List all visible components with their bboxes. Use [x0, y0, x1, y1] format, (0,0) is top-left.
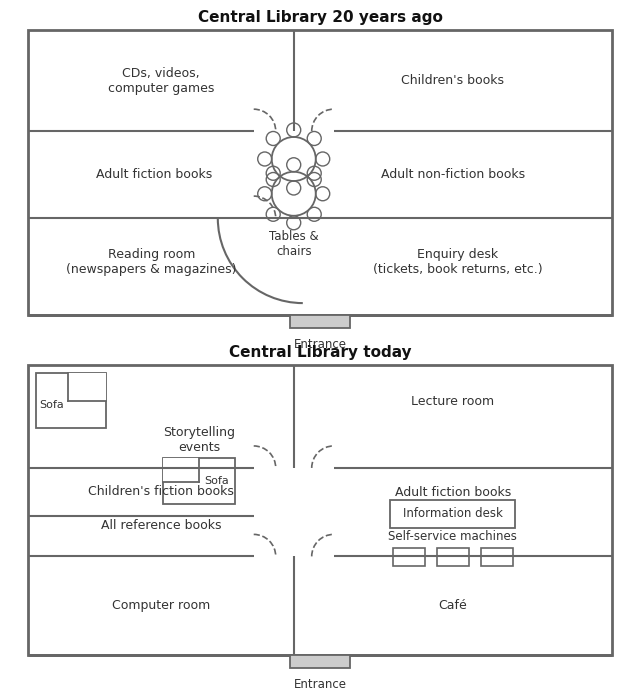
Text: Self-service machines: Self-service machines — [388, 529, 517, 542]
Bar — [390, 500, 515, 528]
Text: Children's books: Children's books — [401, 74, 504, 87]
Bar — [163, 458, 235, 504]
Text: Adult fiction books: Adult fiction books — [395, 486, 511, 499]
Text: Tables &
chairs: Tables & chairs — [269, 230, 319, 258]
Bar — [68, 373, 106, 401]
Bar — [290, 315, 350, 328]
Bar — [290, 655, 350, 668]
Text: Sofa: Sofa — [40, 399, 65, 410]
Bar — [36, 373, 106, 428]
Text: Enquiry desk
(tickets, book returns, etc.): Enquiry desk (tickets, book returns, etc… — [373, 247, 543, 276]
Text: Computer room: Computer room — [112, 599, 210, 612]
Text: Sofa: Sofa — [205, 476, 229, 486]
Text: Lecture room: Lecture room — [412, 395, 495, 408]
Text: Café: Café — [438, 599, 467, 612]
Bar — [481, 548, 513, 566]
Text: Adult fiction books: Adult fiction books — [96, 168, 212, 181]
Text: Adult non-fiction books: Adult non-fiction books — [381, 168, 525, 181]
Text: Information desk: Information desk — [403, 507, 503, 520]
Text: Reading room
(newspapers & magazines): Reading room (newspapers & magazines) — [66, 247, 236, 276]
Bar — [28, 365, 612, 655]
Bar — [437, 548, 469, 566]
Text: All reference books: All reference books — [100, 519, 221, 532]
Text: Children's fiction books: Children's fiction books — [88, 485, 234, 498]
Text: Central Library 20 years ago: Central Library 20 years ago — [198, 10, 442, 25]
Text: Storytelling
events: Storytelling events — [163, 426, 236, 455]
Bar — [163, 458, 199, 482]
Text: Central Library today: Central Library today — [228, 345, 412, 360]
Bar — [393, 548, 425, 566]
Text: Entrance: Entrance — [294, 678, 346, 691]
Text: CDs, videos,
computer games: CDs, videos, computer games — [108, 66, 214, 95]
Bar — [28, 30, 612, 315]
Text: Entrance: Entrance — [294, 338, 346, 351]
